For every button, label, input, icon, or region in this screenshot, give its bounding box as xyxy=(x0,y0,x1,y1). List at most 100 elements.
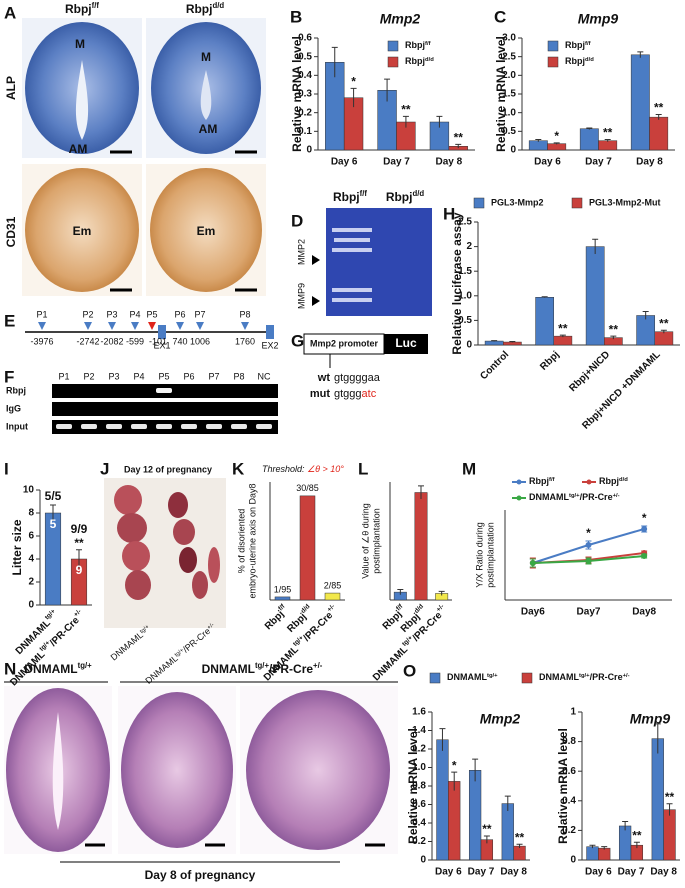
error-bar xyxy=(509,341,516,343)
panel-label: L xyxy=(358,459,368,478)
significance: ** xyxy=(603,126,613,140)
tissue xyxy=(25,168,139,292)
lane-label: P7 xyxy=(208,371,219,381)
row-label: IgG xyxy=(6,403,21,413)
exon xyxy=(266,325,274,339)
gel-band xyxy=(206,424,222,429)
text-part: DNMAML xyxy=(109,630,145,663)
significance: ** xyxy=(558,321,568,335)
lane-label: P5 xyxy=(158,371,169,381)
error-bar xyxy=(76,549,82,569)
lane-label: P1 xyxy=(58,371,69,381)
significance: ** xyxy=(454,131,464,145)
site-label: P3 xyxy=(106,309,117,319)
y-tick-label: 0 xyxy=(306,145,312,156)
text-part: DNMAML xyxy=(202,662,255,676)
y-axis-label: Relative mRNA level xyxy=(406,728,420,844)
significance: * xyxy=(642,511,647,525)
legend-label: Rbpjf/f xyxy=(565,40,591,50)
significance: * xyxy=(452,758,457,772)
text-part: Rbpj xyxy=(65,2,92,16)
superscript: tg/+ xyxy=(569,493,580,499)
significance: ** xyxy=(609,322,619,336)
gel-band xyxy=(81,424,97,429)
error-bar xyxy=(553,142,560,145)
site-position: -101 xyxy=(149,336,167,346)
row-label: Input xyxy=(6,421,28,431)
error-bar xyxy=(491,340,498,342)
threshold-label: Threshold: ∠θ > 10° xyxy=(262,464,344,474)
value-label: 2/85 xyxy=(324,580,342,590)
x-tick-label: Day 6 xyxy=(534,157,561,168)
x-tick-label: Day 6 xyxy=(435,867,462,878)
superscript: tg/+ xyxy=(78,661,93,670)
column-header: Rbpjf/f xyxy=(65,1,99,17)
bar xyxy=(636,315,656,346)
legend-label: DNMAMLtg/+/PR-Cre+/- xyxy=(529,492,620,502)
significance: ** xyxy=(659,316,669,330)
text-part: /PR-Cre xyxy=(590,672,623,682)
y-tick-label: 1.4 xyxy=(412,725,426,736)
error-bar xyxy=(483,835,490,844)
site-position: -2742 xyxy=(76,336,99,346)
caption: Day 8 of pregnancy xyxy=(145,868,256,882)
gel-band xyxy=(156,388,172,393)
legend-label: Rbpjf/f xyxy=(405,40,431,50)
error-bar xyxy=(455,143,462,149)
error-bar xyxy=(535,139,542,142)
error-bar xyxy=(589,844,596,849)
lane-label: P6 xyxy=(183,371,194,381)
gel-row xyxy=(52,402,278,416)
significance: ** xyxy=(654,101,664,115)
superscript: d/d xyxy=(585,57,594,63)
superscript: d/d xyxy=(212,1,224,10)
legend-swatch xyxy=(521,672,533,684)
x-tick-label: Day 8 xyxy=(650,867,677,878)
panel-label: N xyxy=(4,659,16,678)
y-tick-label: 0.1 xyxy=(298,126,312,137)
error-bar xyxy=(504,795,511,811)
region-label: Em xyxy=(73,224,92,238)
superscript: tg/+ xyxy=(487,673,498,679)
text-part: Rbpj xyxy=(405,56,425,66)
panel-label: A xyxy=(4,3,16,22)
site-label: P4 xyxy=(129,309,140,319)
scale-bar xyxy=(110,150,257,292)
panel-label: I xyxy=(4,459,9,478)
gel-band xyxy=(131,424,147,429)
superscript: +/- xyxy=(73,608,83,618)
sample-label: 9 xyxy=(76,563,83,577)
bar xyxy=(513,845,526,861)
site-label: P1 xyxy=(36,309,47,319)
sample-label: 5 xyxy=(50,517,57,531)
error-bar xyxy=(451,771,458,791)
text-part: DNMAML xyxy=(529,492,569,502)
y-tick-label: 0.8 xyxy=(412,781,426,792)
error-bar xyxy=(660,329,667,334)
sequence: gtgggatc xyxy=(334,388,377,400)
gel-band xyxy=(332,228,372,302)
sequence: gtggggaa xyxy=(334,372,381,384)
lumen xyxy=(75,60,89,140)
band-label: MMP2 xyxy=(296,239,306,265)
gel-band xyxy=(156,424,172,429)
site-marker xyxy=(38,322,46,330)
point xyxy=(585,542,592,548)
text-part: Rbpj xyxy=(405,40,425,50)
significance: ** xyxy=(482,822,492,836)
x-tick-label: Day7 xyxy=(577,607,601,618)
superscript: tg/+ xyxy=(139,623,151,634)
y-tick-label: 0.2 xyxy=(412,836,426,847)
legend-swatch xyxy=(571,197,583,209)
y-tick-label: 2.5 xyxy=(458,217,472,228)
chart-title: Mmp2 xyxy=(380,11,421,27)
error-bar xyxy=(331,46,338,78)
legend-swatch xyxy=(387,40,399,52)
significance: * xyxy=(351,75,356,89)
text-part: Rbpj xyxy=(599,476,619,486)
panel-label: J xyxy=(100,459,109,478)
text-part: gtggg xyxy=(334,388,362,400)
group-label: DNMAMLtg/+ xyxy=(109,623,153,662)
panel-label: K xyxy=(232,459,245,478)
y-tick-label: 0 xyxy=(466,340,472,351)
